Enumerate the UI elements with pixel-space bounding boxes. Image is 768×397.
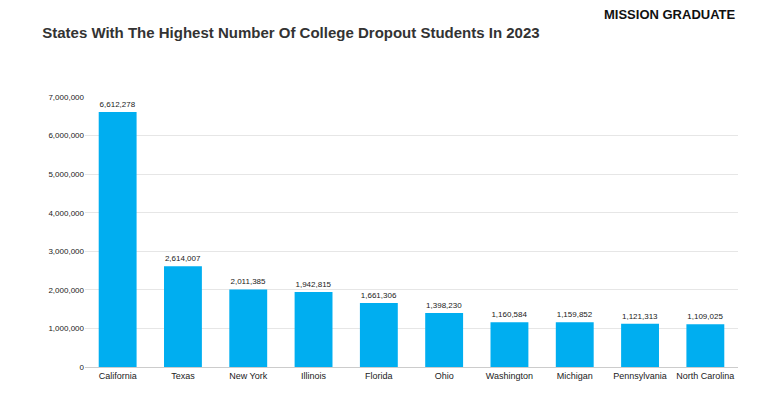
svg-text:California: California — [99, 371, 137, 381]
svg-text:1,942,815: 1,942,815 — [295, 280, 331, 289]
svg-text:1,160,584: 1,160,584 — [491, 310, 527, 319]
svg-text:Ohio: Ohio — [435, 371, 454, 381]
svg-text:Pennsylvania: Pennsylvania — [613, 371, 667, 381]
svg-text:1,159,852: 1,159,852 — [557, 310, 593, 319]
svg-text:5,000,000: 5,000,000 — [48, 170, 84, 179]
svg-text:2,614,007: 2,614,007 — [165, 254, 201, 263]
svg-text:North Carolina: North Carolina — [676, 371, 734, 381]
svg-text:MISSION GRADUATE: MISSION GRADUATE — [604, 7, 736, 22]
svg-text:Florida: Florida — [365, 371, 393, 381]
svg-text:3,000,000: 3,000,000 — [48, 247, 84, 256]
svg-text:1,109,025: 1,109,025 — [687, 312, 723, 321]
svg-text:1,121,313: 1,121,313 — [622, 312, 658, 321]
svg-text:New York: New York — [229, 371, 268, 381]
svg-text:1,000,000: 1,000,000 — [48, 324, 84, 333]
svg-text:6,612,278: 6,612,278 — [100, 100, 136, 109]
svg-text:1,398,230: 1,398,230 — [426, 301, 462, 310]
svg-text:1,661,306: 1,661,306 — [361, 291, 397, 300]
svg-text:States With The Highest Number: States With The Highest Number Of Colleg… — [42, 24, 539, 41]
svg-text:2,000,000: 2,000,000 — [48, 286, 84, 295]
svg-text:6,000,000: 6,000,000 — [48, 131, 84, 140]
svg-text:4,000,000: 4,000,000 — [48, 209, 84, 218]
svg-text:Illinois: Illinois — [301, 371, 327, 381]
svg-text:7,000,000: 7,000,000 — [48, 93, 84, 102]
svg-text:Texas: Texas — [171, 371, 195, 381]
svg-text:Washington: Washington — [486, 371, 533, 381]
svg-text:Michigan: Michigan — [557, 371, 593, 381]
svg-text:0: 0 — [80, 363, 85, 372]
svg-text:2,011,385: 2,011,385 — [230, 277, 266, 286]
